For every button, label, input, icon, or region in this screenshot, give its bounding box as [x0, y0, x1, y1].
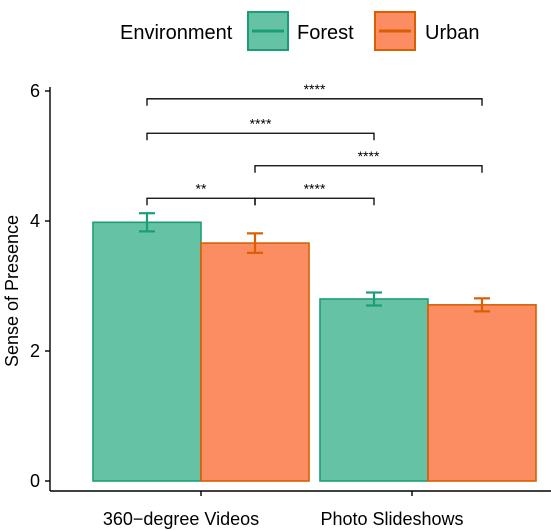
y-tick-label: 4	[30, 211, 40, 231]
significance-bracket: ****	[254, 148, 483, 173]
significance-line	[254, 165, 483, 173]
significance-bracket: ****	[146, 115, 375, 141]
significance-label: ****	[250, 115, 272, 131]
significance-label: ****	[304, 180, 326, 196]
significance-line	[146, 197, 256, 206]
legend: Environment Forest Urban	[120, 11, 479, 51]
bar	[427, 304, 537, 482]
bar	[92, 221, 202, 482]
significance-line	[254, 197, 375, 206]
bar	[319, 298, 429, 482]
significance-label: ****	[358, 148, 380, 164]
significance-bracket: ****	[254, 180, 375, 206]
y-tick-label: 6	[30, 81, 40, 101]
error-bar	[366, 291, 382, 307]
significance-label: ****	[304, 81, 326, 97]
significance-bracket: ****	[146, 81, 483, 106]
y-axis-title: Sense of Presence	[2, 215, 22, 367]
y-tick-label: 0	[30, 471, 40, 491]
significance-bracket: **	[146, 180, 256, 206]
x-tick-label: Photo Slideshows	[320, 509, 463, 529]
legend-item: Forest	[247, 11, 354, 51]
legend-label: Forest	[297, 22, 354, 44]
error-bar	[247, 232, 263, 254]
x-tick-label: 360−degree Videos	[103, 509, 259, 529]
legend-title: Environment	[120, 22, 233, 44]
bar	[200, 242, 310, 482]
y-tick-label: 2	[30, 341, 40, 361]
error-bar	[139, 212, 155, 233]
significance-line	[146, 98, 483, 106]
error-bar	[474, 297, 490, 313]
legend-label: Urban	[425, 22, 479, 44]
significance-label: **	[196, 180, 207, 196]
significance-line	[146, 132, 375, 141]
legend-item: Urban	[374, 11, 479, 51]
plot-area: 0 2 4 6 Sense of Presence 360−degree Videos Ph…	[2, 81, 551, 529]
